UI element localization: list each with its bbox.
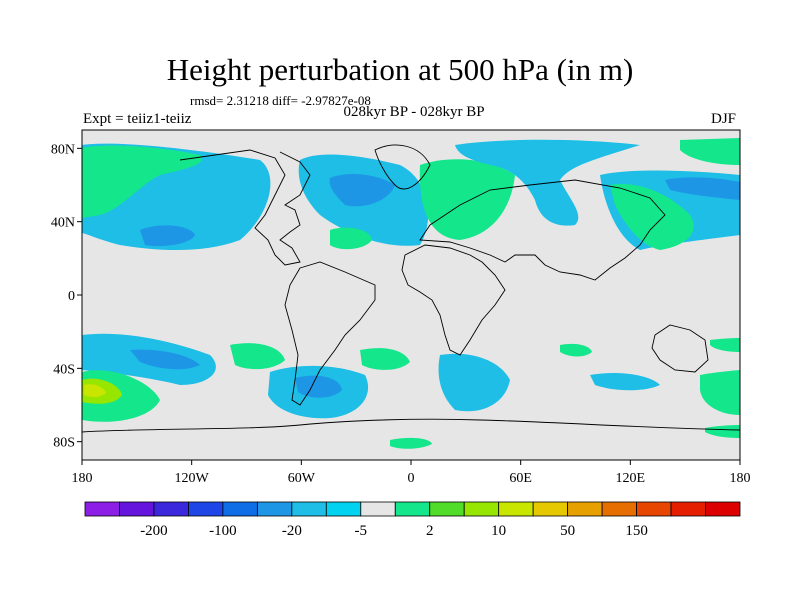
colorbar-box — [119, 501, 155, 517]
colorbar-box — [705, 501, 741, 517]
colorbar-box — [567, 501, 603, 517]
map-title: Height perturbation at 500 hPa (in m) — [166, 52, 634, 87]
colorbar-box — [394, 501, 431, 517]
colorbar-box — [256, 501, 293, 517]
colorbar-box — [670, 501, 706, 517]
colorbar-label: 10 — [491, 523, 506, 539]
contour-region — [82, 145, 202, 218]
contour-region — [560, 343, 592, 357]
colorbar-box — [153, 501, 189, 517]
colorbar-box — [636, 501, 672, 517]
contour-region — [419, 159, 515, 240]
experiment-label: Expt = teiiz1-teiiz — [83, 111, 192, 127]
lat-tick-label: 40N — [51, 216, 75, 231]
contour-region — [590, 373, 660, 391]
contour-region — [680, 138, 740, 165]
contour-region — [438, 353, 510, 412]
colorbar-label: 2 — [426, 523, 434, 539]
lon-tick-label: 120W — [175, 471, 210, 486]
contour-region — [295, 375, 342, 398]
period-label: 028kyr BP - 028kyr BP — [343, 104, 485, 120]
colorbar-box — [360, 501, 396, 517]
lon-tick-label: 60W — [288, 471, 316, 486]
coastlines — [82, 144, 740, 433]
colorbar-label: -20 — [282, 523, 302, 539]
contour-region — [329, 174, 395, 207]
colorbar-box — [532, 501, 569, 517]
contour-region — [705, 425, 740, 438]
contour-region — [330, 227, 372, 250]
colorbar-label: -100 — [209, 523, 237, 539]
lon-tick-label: 60E — [509, 471, 532, 486]
contour-region — [230, 343, 285, 370]
lat-tick-label: 80S — [53, 436, 75, 451]
contour-region — [360, 348, 410, 370]
colorbar-label: 50 — [560, 523, 575, 539]
colorbar-box — [325, 501, 362, 517]
contour-region — [700, 370, 740, 415]
colorbar-box — [291, 501, 327, 517]
colorbar-label: 150 — [625, 523, 648, 539]
contour-field — [82, 130, 740, 460]
colorbar-box — [463, 501, 500, 517]
stats-line: rmsd= 2.31218 diff= -2.97827e-08 — [190, 93, 371, 108]
lat-tick-label: 80N — [51, 142, 75, 157]
contour-region — [84, 384, 106, 398]
lon-axis: 180 120W 60W 0 60E 120E 180 — [72, 460, 751, 486]
contour-region — [390, 437, 432, 449]
lon-tick-label: 180 — [730, 471, 751, 486]
contour-region — [140, 225, 195, 247]
colorbar: -200 -100 -20 -5 2 10 50 150 — [84, 501, 741, 539]
lon-tick-label: 180 — [72, 471, 93, 486]
contour-region — [665, 177, 740, 200]
colorbar-box — [222, 501, 258, 517]
contour-region — [710, 338, 740, 352]
lat-tick-label: 0 — [68, 289, 75, 304]
contour-region — [610, 184, 694, 250]
colorbar-box — [498, 501, 534, 517]
lat-axis: 80N 40N 0 40S 80S — [51, 142, 82, 451]
lon-tick-label: 120E — [616, 471, 646, 486]
colorbar-box — [429, 501, 465, 517]
colorbar-box — [84, 501, 120, 517]
lat-tick-label: 40S — [53, 362, 75, 377]
contour-region — [130, 349, 200, 370]
colorbar-label: -200 — [140, 523, 168, 539]
season-label: DJF — [711, 111, 737, 127]
colorbar-box — [188, 501, 224, 517]
lon-tick-label: 0 — [408, 471, 415, 486]
colorbar-box — [601, 501, 637, 517]
colorbar-label: -5 — [355, 523, 368, 539]
